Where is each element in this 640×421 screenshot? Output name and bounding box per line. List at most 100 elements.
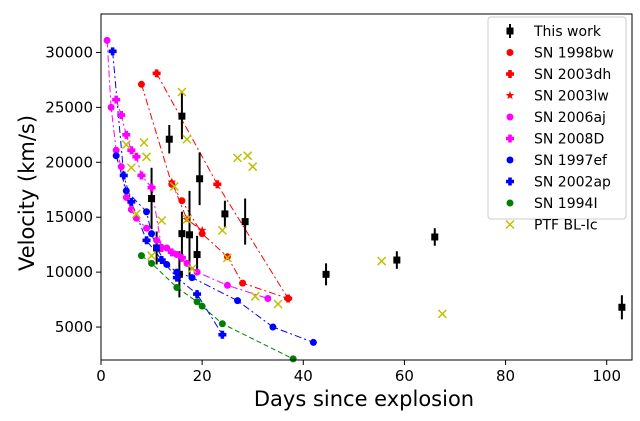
point-sn-2006aj <box>107 103 115 111</box>
point-ptf-bl-ic <box>182 214 192 224</box>
point-this-work <box>178 230 186 238</box>
point-sn-1997ef <box>163 260 171 268</box>
point-ptf-bl-ic <box>177 87 187 97</box>
point-sn-2006aj <box>103 36 111 44</box>
point-sn-1998bw <box>223 253 231 261</box>
point-this-work <box>393 256 401 264</box>
point-this-work <box>148 195 156 203</box>
point-sn-1994i <box>173 284 181 292</box>
point-sn-1994i <box>193 298 201 306</box>
legend-marker-ptf-bl-ic <box>505 219 515 230</box>
point-sn-2006aj <box>193 268 201 276</box>
series-line-sn-1994i <box>141 255 294 360</box>
point-sn-1997ef <box>112 152 120 160</box>
point-sn-2006aj <box>143 224 151 232</box>
point-sn-2003dh <box>213 180 222 189</box>
x-tick-label: 20 <box>193 367 212 385</box>
point-sn-2002ap <box>127 197 136 206</box>
legend-box <box>487 16 627 220</box>
legend-marker-sn-2003lw <box>505 91 515 100</box>
point-sn-2006aj <box>223 281 231 289</box>
y-tick-label: 20000 <box>45 153 93 171</box>
legend-marker-sn-1997ef <box>506 156 514 164</box>
point-sn-1994i <box>289 355 297 363</box>
legend-label-sn-2006aj: SN 2006aj <box>534 110 606 126</box>
point-ptf-bl-ic <box>131 209 141 219</box>
point-sn-2002ap <box>193 290 202 299</box>
y-tick-label: 25000 <box>45 98 93 116</box>
point-ptf-bl-ic <box>217 225 227 235</box>
x-tick-label: 40 <box>294 367 313 385</box>
x-tick-label: 100 <box>592 367 621 385</box>
point-sn-2002ap <box>119 171 128 180</box>
point-this-work <box>221 210 229 218</box>
point-this-work <box>165 135 173 143</box>
x-tick-label: 60 <box>395 367 414 385</box>
y-tick-label: 10000 <box>45 263 93 281</box>
legend-label-sn-1997ef: SN 1997ef <box>534 153 608 169</box>
legend-label-sn-2003dh: SN 2003dh <box>534 67 611 83</box>
point-this-work <box>178 112 186 120</box>
point-sn-2006aj <box>153 236 161 244</box>
x-axis-label: Days since explosion <box>254 387 474 411</box>
point-sn-1994i <box>137 252 145 260</box>
legend-label-sn-1994i: SN 1994I <box>534 196 598 212</box>
point-ptf-bl-ic <box>273 299 283 309</box>
legend-label-this-work: This work <box>533 24 602 40</box>
point-ptf-bl-ic <box>222 253 232 263</box>
point-ptf-bl-ic <box>377 256 387 266</box>
y-tick-label: 5000 <box>55 318 93 336</box>
plot-frame <box>100 13 633 361</box>
point-sn-2006aj <box>112 146 120 154</box>
point-ptf-bl-ic <box>250 291 260 301</box>
point-this-work <box>241 218 249 226</box>
point-sn-2003lw <box>167 177 177 186</box>
point-sn-2008d <box>177 253 186 262</box>
point-ptf-bl-ic <box>243 151 253 161</box>
point-sn-1998bw <box>178 197 186 205</box>
legend-marker-sn-2008d <box>505 134 514 143</box>
point-sn-1997ef <box>188 274 196 282</box>
legend-label-sn-2008d: SN 2008D <box>534 132 604 148</box>
point-sn-1997ef <box>122 187 130 195</box>
point-sn-1997ef <box>309 338 317 346</box>
point-ptf-bl-ic <box>437 309 447 319</box>
point-ptf-bl-ic <box>187 264 197 274</box>
series-line-sn-1998bw <box>141 84 289 299</box>
point-ptf-bl-ic <box>248 162 258 172</box>
series-line-sn-2006aj <box>106 40 269 299</box>
point-sn-2006aj <box>122 193 130 201</box>
legend-marker-sn-1998bw <box>506 49 514 56</box>
point-this-work <box>196 175 204 183</box>
legend-marker-this-work <box>506 27 514 35</box>
point-sn-1997ef <box>143 208 151 216</box>
point-sn-2006aj <box>117 163 125 171</box>
point-this-work <box>431 233 439 241</box>
legend-marker-sn-2006aj <box>506 113 514 121</box>
point-sn-2008d <box>132 152 141 161</box>
x-tick-label: 80 <box>496 367 515 385</box>
point-ptf-bl-ic <box>233 153 243 163</box>
point-sn-1997ef <box>148 230 156 238</box>
point-sn-2002ap <box>172 273 181 282</box>
point-sn-2008d <box>122 130 131 139</box>
point-sn-1997ef <box>269 323 277 331</box>
point-sn-2008d <box>117 111 126 120</box>
series-line-sn-2003dh <box>156 73 289 299</box>
point-this-work <box>322 270 330 278</box>
legend-marker-sn-1994i <box>506 199 514 207</box>
point-ptf-bl-ic <box>169 181 179 191</box>
x-tick-label: 0 <box>96 367 106 385</box>
point-sn-2008d <box>137 171 146 180</box>
point-ptf-bl-ic <box>141 152 152 162</box>
point-ptf-bl-ic <box>121 140 131 150</box>
point-sn-1997ef <box>234 297 242 305</box>
point-ptf-bl-ic <box>157 215 167 226</box>
point-sn-2002ap <box>157 256 166 265</box>
point-sn-1994i <box>148 259 156 267</box>
point-sn-2002ap <box>108 47 117 56</box>
legend-marker-sn-2003dh <box>505 70 514 78</box>
legend-label-sn-2002ap: SN 2002ap <box>534 175 611 191</box>
legend: This work SN 1998bw SN 2003dh SN 2003lw SN 2… <box>487 16 627 234</box>
